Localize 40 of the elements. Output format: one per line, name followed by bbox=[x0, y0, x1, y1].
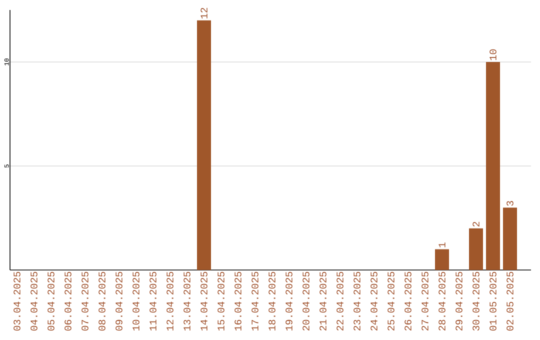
data-label: 1 bbox=[438, 242, 446, 248]
x-tick-label: 26.04.2025 bbox=[404, 272, 412, 331]
bar bbox=[197, 20, 212, 270]
x-tick-label: 15.04.2025 bbox=[218, 272, 224, 330]
x-tick-label: 06.04.2025 bbox=[64, 272, 72, 331]
x-tick-label: 08.04.2025 bbox=[98, 272, 106, 331]
bar bbox=[469, 228, 484, 270]
x-tick-label: 10.04.2025 bbox=[132, 272, 140, 330]
x-tick-label: 28.04.2025 bbox=[438, 272, 446, 331]
bar bbox=[486, 62, 500, 270]
x-tick-label: 12.04.2025 bbox=[166, 272, 174, 330]
x-tick-label: 04.04.2025 bbox=[30, 272, 38, 331]
data-label: 10 bbox=[490, 49, 496, 60]
x-tick-label: 30.04.2025 bbox=[472, 272, 480, 331]
data-label: 2 bbox=[472, 222, 480, 226]
x-tick-label: 17.04.2025 bbox=[252, 272, 258, 330]
x-tick-label: 02.05.2025 bbox=[506, 272, 514, 331]
x-tick-label: 21.04.2025 bbox=[320, 272, 326, 331]
x-tick-label: 25.04.2025 bbox=[388, 272, 394, 331]
x-tick-label: 24.04.2025 bbox=[370, 272, 378, 331]
x-tick-label: 09.04.2025 bbox=[116, 272, 122, 331]
x-tick-label: 03.04.2025 bbox=[14, 272, 20, 331]
x-tick-label: 20.04.2025 bbox=[302, 272, 310, 331]
x-tick-label: 13.04.2025 bbox=[184, 272, 190, 330]
x-tick-label: 07.04.2025 bbox=[82, 272, 88, 331]
x-tick-label: 18.04.2025 bbox=[268, 272, 276, 330]
x-tick-label: 19.04.2025 bbox=[286, 272, 292, 330]
x-tick-label: 14.04.2025 bbox=[200, 272, 208, 330]
x-tick-label: 16.04.2025 bbox=[234, 272, 242, 330]
x-tick-label: 29.04.2025 bbox=[456, 272, 462, 331]
data-label: 3 bbox=[506, 201, 514, 206]
x-tick-label: 01.05.2025 bbox=[490, 272, 496, 331]
data-label: 12 bbox=[200, 8, 208, 18]
bar bbox=[435, 249, 450, 270]
x-tick-label: 22.04.2025 bbox=[336, 272, 344, 331]
x-tick-label: 05.04.2025 bbox=[48, 272, 54, 331]
x-tick-label: 23.04.2025 bbox=[354, 272, 360, 331]
x-tick-label: 27.04.2025 bbox=[422, 272, 428, 331]
bar bbox=[503, 208, 518, 270]
x-tick-label: 11.04.2025 bbox=[150, 272, 156, 330]
